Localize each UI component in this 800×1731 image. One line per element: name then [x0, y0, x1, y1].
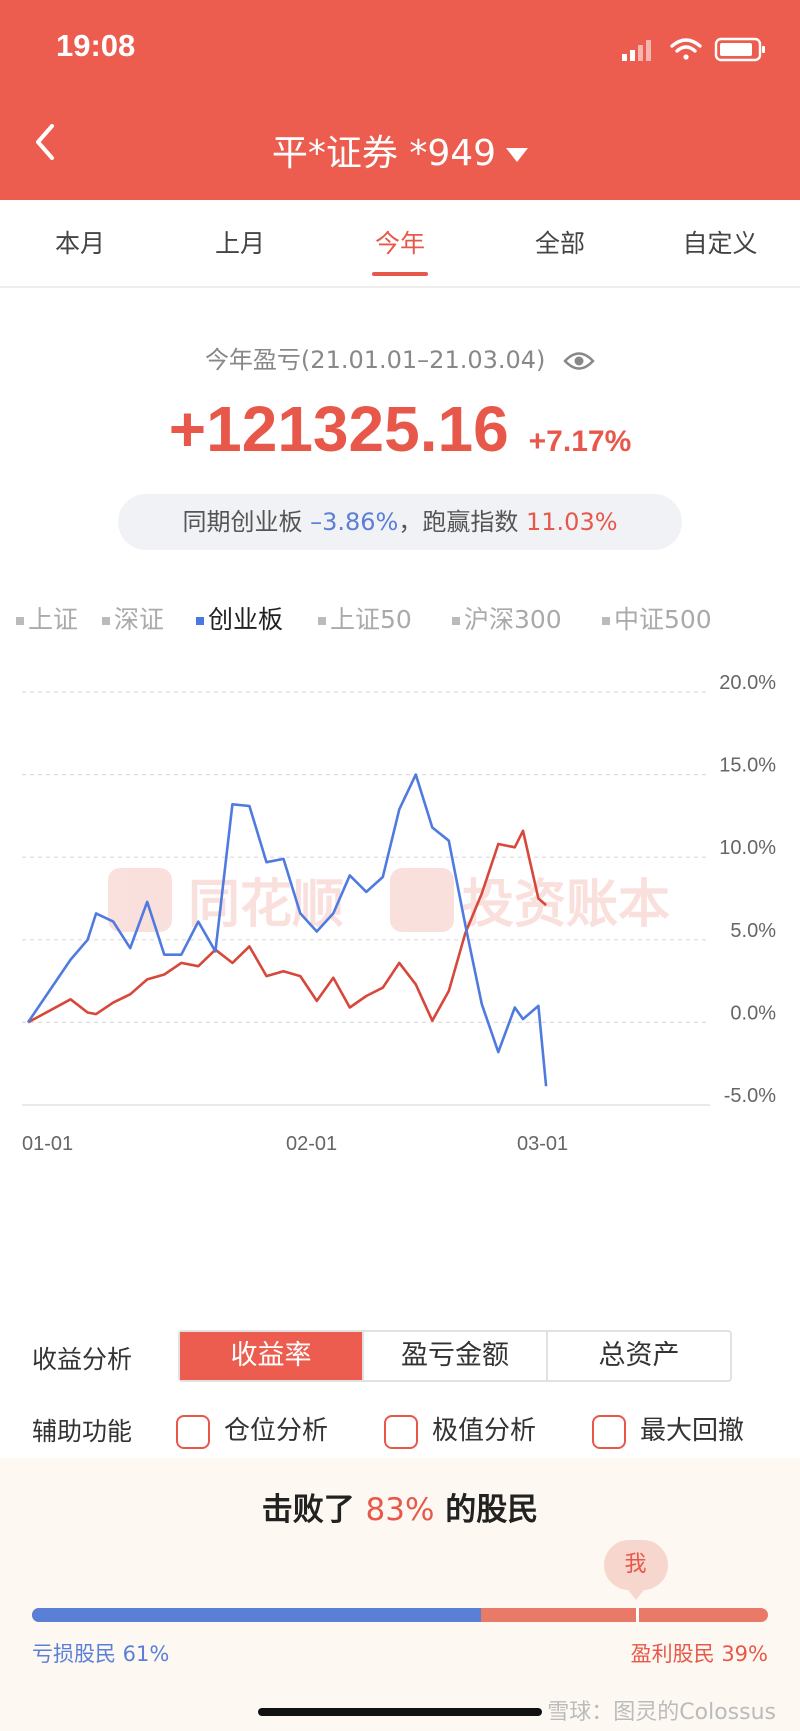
watermark-product: 投资账本 [462, 875, 670, 935]
wifi-icon [670, 38, 702, 60]
top-header: 19:08 平*证券 *949 [0, 0, 800, 200]
legend-item-sse[interactable]: 上证 [16, 600, 78, 636]
y-tick-label: 0.0% [730, 1002, 776, 1024]
tab-all[interactable]: 全部 [534, 229, 585, 258]
legend-label: 中证500 [614, 605, 712, 634]
compare-index-pct: –3.86% [310, 508, 399, 536]
footer-watermark: 雪球：图灵的Colossus [547, 1700, 776, 1725]
period-row: 今年盈亏(21.01.01–21.03.04) [0, 340, 800, 375]
watermark-brand: 同花顺 [188, 875, 344, 935]
segment-return-rate[interactable]: 收益率 [180, 1332, 362, 1380]
tab-this-month[interactable]: 本月 [54, 229, 105, 258]
legend-item-csi500[interactable]: 中证500 [602, 600, 712, 636]
chart-watermark: 同花顺 投资账本 [108, 868, 670, 935]
me-marker: 我 [603, 1540, 668, 1600]
legend-item-szse[interactable]: 深证 [102, 600, 164, 636]
legend-label: 上证 [28, 605, 79, 634]
x-tick-label: 01-01 [22, 1133, 73, 1155]
index-compare-pill: 同期创业板 –3.86%，跑赢指数 11.03% [118, 494, 682, 550]
series-line-index [26, 773, 548, 1087]
legend-label: 沪深300 [464, 605, 562, 634]
legend-item-chinext[interactable]: 创业板 [196, 600, 283, 636]
checkbox-label: 最大回撤 [640, 1416, 745, 1446]
tab-last-month[interactable]: 上月 [214, 229, 265, 258]
checkbox-extreme-analysis[interactable]: 极值分析 [384, 1410, 536, 1449]
legend-item-csi300[interactable]: 沪深300 [452, 600, 562, 636]
legend-marker [318, 617, 326, 625]
aux-label: 辅助功能 [32, 1417, 133, 1446]
legend-label: 上证50 [330, 605, 412, 634]
compare-outperform-pct: 11.03% [526, 508, 618, 536]
loss-segment [32, 1608, 481, 1622]
back-icon[interactable] [28, 122, 68, 162]
rank-panel: 击败了 83% 的股民 我 亏损股民 61% 盈利股民 39% [0, 1458, 800, 1731]
segment-pnl-amount[interactable]: 盈亏金额 [362, 1332, 546, 1380]
rank-suffix: 的股民 [445, 1492, 539, 1528]
battery-icon [714, 37, 765, 62]
home-indicator [258, 1708, 542, 1716]
active-tab-indicator [372, 272, 428, 276]
tab-this-year[interactable]: 今年 [374, 229, 425, 258]
me-tick [635, 1608, 639, 1622]
period-tabs: 本月 上月 今年 全部 自定义 [0, 200, 800, 288]
profit-investors-label: 盈利股民 39% [630, 1642, 768, 1666]
analysis-segmented-control: 收益率 盈亏金额 总资产 [178, 1330, 732, 1382]
watermark-book-icon [390, 868, 454, 932]
legend-marker [452, 617, 460, 625]
rank-percent: 83% [365, 1492, 435, 1528]
chart-grid: 20.0% 15.0% 10.0% 5.0% 0.0% -5.0% [22, 672, 776, 1107]
status-time: 19:08 [56, 28, 136, 63]
return-chart[interactable]: 20.0% 15.0% 10.0% 5.0% 0.0% -5.0% 同花顺 投资账本 01… [0, 640, 800, 1260]
profit-amount: +121325.16 [168, 393, 509, 465]
loss-investors-label: 亏损股民 61% [32, 1642, 170, 1666]
watermark-logo-icon [108, 868, 172, 932]
segment-total-assets[interactable]: 总资产 [546, 1332, 730, 1380]
chart-lines [26, 773, 548, 1087]
profit-row: +121325.16 +7.17% [0, 392, 800, 466]
checkbox-icon [592, 1414, 626, 1449]
y-tick-label: 10.0% [719, 837, 776, 859]
compare-sep: ，跑赢指数 [398, 508, 519, 536]
tab-custom[interactable]: 自定义 [682, 229, 758, 258]
chart-x-axis: 01-01 02-01 03-01 [22, 1133, 568, 1155]
series-line-account [27, 829, 547, 1024]
analysis-label: 收益分析 [32, 1345, 133, 1374]
y-tick-label: -5.0% [724, 1085, 776, 1107]
checkbox-label: 仓位分析 [224, 1416, 329, 1446]
y-tick-label: 15.0% [719, 755, 776, 777]
legend-item-sse50[interactable]: 上证50 [318, 600, 412, 636]
y-tick-label: 20.0% [719, 672, 776, 694]
legend-marker [102, 617, 110, 625]
signal-icon [622, 40, 651, 61]
checkbox-max-drawdown[interactable]: 最大回撤 [592, 1410, 744, 1449]
account-selector[interactable]: 平*证券 *949 [0, 124, 800, 176]
checkbox-icon [176, 1414, 210, 1449]
checkbox-position-analysis[interactable]: 仓位分析 [176, 1410, 328, 1449]
rank-bar [32, 1608, 768, 1622]
checkbox-label: 极值分析 [432, 1416, 537, 1446]
index-legend: 上证 深证 创业板 上证50 沪深300 中证500 [0, 600, 800, 636]
chevron-down-icon [506, 148, 529, 162]
profit-percent: +7.17% [528, 425, 632, 458]
x-tick-label: 02-01 [286, 1133, 337, 1155]
compare-prefix: 同期创业板 [182, 508, 303, 536]
eye-icon[interactable] [563, 350, 595, 372]
rank-title: 击败了 83% 的股民 [0, 1484, 800, 1529]
y-tick-label: 5.0% [730, 920, 776, 942]
legend-marker [602, 617, 610, 625]
page-title: 平*证券 *949 [271, 133, 497, 174]
x-tick-label: 03-01 [517, 1133, 568, 1155]
checkbox-icon [384, 1414, 418, 1449]
legend-label: 深证 [114, 605, 165, 634]
legend-marker [16, 617, 24, 625]
legend-marker [196, 617, 204, 625]
period-label: 今年盈亏(21.01.01–21.03.04) [204, 346, 546, 374]
rank-prefix: 击败了 [261, 1492, 355, 1528]
legend-label: 创业板 [208, 605, 284, 634]
status-icons [622, 37, 765, 62]
